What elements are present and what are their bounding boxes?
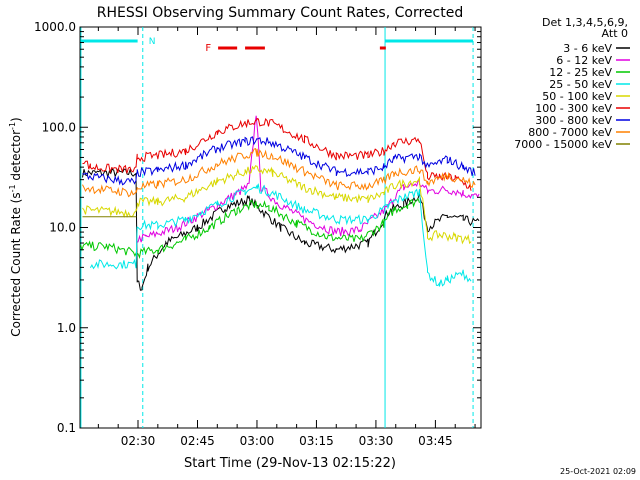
x-axis: 02:30 02:45 03:00 03:15 03:30 03:45 [97,27,476,448]
y-axis-label-main: Corrected Count Rate (s [9,192,23,336]
x-tick-label: 03:15 [299,434,334,448]
night-marker: N [149,37,156,47]
series-line [136,115,480,244]
legend-header-line-2: Att 0 [602,27,628,40]
series-line [82,147,476,198]
x-tick-label: 03:00 [240,434,275,448]
legend-header: Det 1,3,4,5,6,9, Att 0 [542,16,628,40]
x-tick-label: 03:30 [359,434,394,448]
series-line [89,182,472,287]
y-axis-label-end: ) [9,117,23,122]
series-group [80,115,480,291]
annotations: NF [80,27,474,428]
series-line [82,136,476,186]
y-axis-label: Corrected Count Rate (s-1 detector-1) [8,117,23,336]
flare-marker: F [205,43,211,54]
x-tick-label: 02:30 [121,434,156,448]
legend-label: 12 - 25 keV [549,66,612,79]
legend-label: 6 - 12 keV [556,54,612,67]
x-axis-label: Start Time (29-Nov-13 02:15:22) [184,456,396,471]
legend-label: 50 - 100 keV [542,90,612,103]
y-tick-label: 0.1 [57,421,76,435]
series-line [82,117,472,191]
chart-title: RHESSI Observing Summary Count Rates, Co… [97,5,463,21]
legend-label: 25 - 50 keV [549,78,612,91]
y-axis-label-sup1: -1 [8,184,17,192]
series-line [82,165,472,245]
legend-label: 300 - 800 keV [535,114,612,127]
legend-label: 100 - 300 keV [535,102,612,115]
legend-label: 3 - 6 keV [563,42,612,55]
y-tick-label: 10.0 [49,221,76,235]
y-axis-label-sup2: -1 [8,122,17,130]
y-axis-label-mid: detector [9,130,23,185]
timestamp: 25-Oct-2021 02:09 [560,467,636,476]
x-tick-label: 02:45 [180,434,215,448]
series-line [80,198,420,260]
legend-label: 800 - 7000 keV [528,126,612,139]
y-tick-label: 100.0 [42,120,76,134]
x-tick-label: 03:45 [418,434,453,448]
y-axis: 0.1 1.0 10.0 100.0 1000.0 [34,20,481,435]
legend-label: 7000 - 15000 keV [514,138,612,151]
legend-header-line-1: Det 1,3,4,5,6,9, [542,16,628,29]
y-tick-label: 1000.0 [34,20,76,34]
y-tick-label: 1.0 [57,321,76,335]
